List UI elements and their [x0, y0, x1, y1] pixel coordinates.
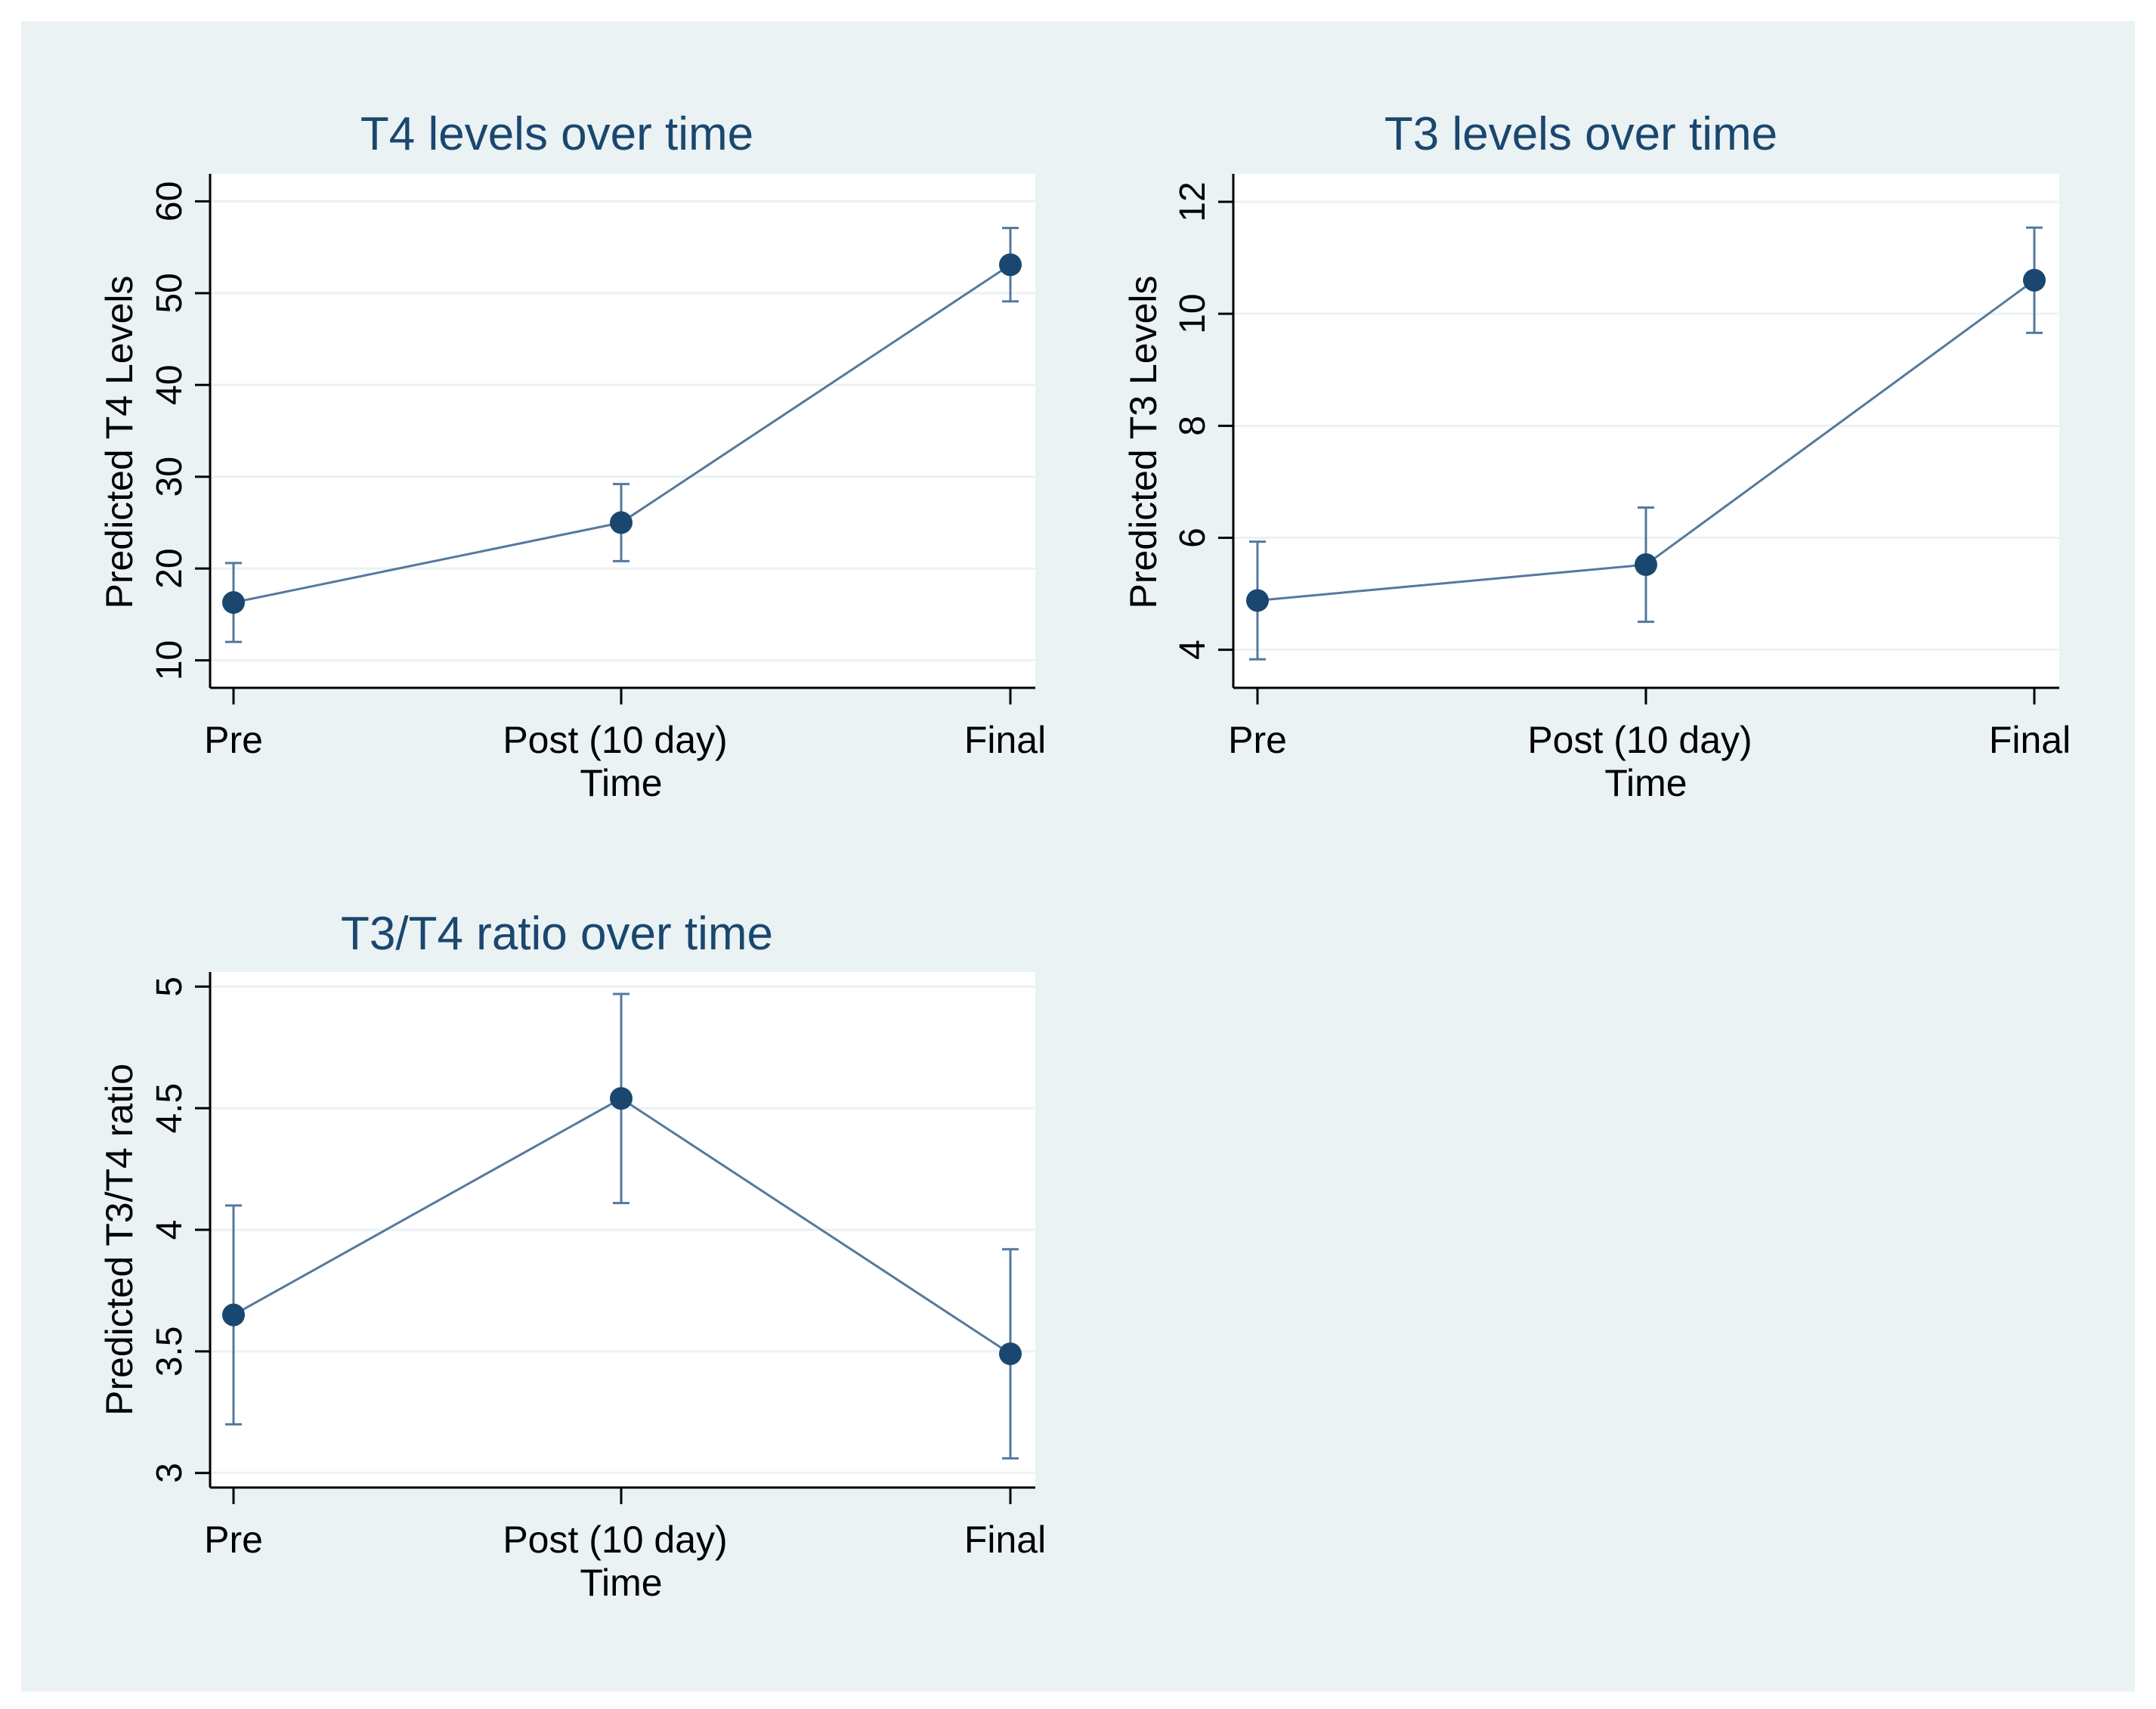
- data-point: [222, 1303, 245, 1327]
- y-tick-label: 4: [1173, 639, 1213, 660]
- chart-title: T4 levels over time: [360, 108, 753, 160]
- x-axis-label: Time: [1604, 762, 1687, 804]
- x-axis-label: Time: [580, 762, 662, 804]
- y-tick-label: 50: [150, 273, 190, 313]
- chart-panel-t3: T3 levels over time 4 6 8 10 12 Pre Post (10…: [1122, 108, 2071, 804]
- x-axis-label: Time: [580, 1562, 662, 1604]
- y-axis-label: Predicted T4 Levels: [98, 276, 141, 609]
- y-tick-label: 60: [150, 181, 190, 221]
- x-tick-label: Post (10 day): [503, 1519, 727, 1561]
- y-tick-label: 3.5: [150, 1326, 190, 1376]
- plot-area: [210, 174, 1035, 688]
- data-point: [1246, 589, 1269, 612]
- y-tick-label: 30: [150, 457, 190, 497]
- data-point: [999, 1342, 1022, 1366]
- y-ticks: 4 6 8 10 12: [1173, 181, 1233, 660]
- y-tick-label: 6: [1173, 528, 1213, 548]
- y-axis-label: Predicted T3/T4 ratio: [98, 1063, 141, 1416]
- x-tick-label: Pre: [1228, 719, 1287, 761]
- x-tick-label: Final: [964, 1519, 1046, 1561]
- x-tick-label: Final: [1989, 719, 2071, 761]
- data-point: [2023, 268, 2046, 292]
- x-tick-label: Post (10 day): [503, 719, 727, 761]
- chart-panel-t4: T4 levels over time 10 20 30 40 50 60 Pre Pos…: [98, 108, 1046, 804]
- chart-panel-ratio: T3/T4 ratio over time 3 3.5 4 4.5 5 Pre Post…: [98, 908, 1046, 1604]
- y-tick-label: 10: [1173, 293, 1213, 333]
- gridlines: [1233, 200, 2059, 652]
- data-point: [610, 511, 633, 534]
- x-tick-label: Final: [964, 719, 1046, 761]
- y-ticks: 10 20 30 40 50 60: [150, 181, 210, 680]
- y-tick-label: 12: [1173, 181, 1213, 221]
- x-ticks: Pre Post (10 day) Final: [204, 688, 1046, 761]
- x-ticks: Pre Post (10 day) Final: [1228, 688, 2071, 761]
- data-series: [222, 992, 1022, 1460]
- data-point: [610, 1087, 633, 1110]
- y-tick-label: 4: [150, 1220, 190, 1240]
- data-point: [1635, 553, 1657, 577]
- chart-title: T3 levels over time: [1384, 108, 1777, 160]
- x-ticks: Pre Post (10 day) Final: [204, 1488, 1046, 1561]
- y-tick-label: 10: [150, 640, 190, 680]
- y-tick-label: 4.5: [150, 1083, 190, 1134]
- y-ticks: 3 3.5 4 4.5 5: [150, 977, 210, 1483]
- y-tick-label: 40: [150, 365, 190, 405]
- gridlines: [210, 200, 1035, 662]
- y-tick-label: 5: [150, 977, 190, 997]
- y-tick-label: 8: [1173, 416, 1213, 436]
- x-tick-label: Post (10 day): [1527, 719, 1752, 761]
- data-point: [222, 591, 245, 615]
- x-tick-label: Pre: [204, 1519, 263, 1561]
- data-series: [1246, 226, 2046, 661]
- data-point: [999, 253, 1022, 277]
- y-tick-label: 20: [150, 548, 190, 588]
- chart-title: T3/T4 ratio over time: [341, 908, 773, 960]
- x-tick-label: Pre: [204, 719, 263, 761]
- y-tick-label: 3: [150, 1463, 190, 1483]
- data-series: [222, 227, 1022, 643]
- y-axis-label: Predicted T3 Levels: [1122, 276, 1165, 609]
